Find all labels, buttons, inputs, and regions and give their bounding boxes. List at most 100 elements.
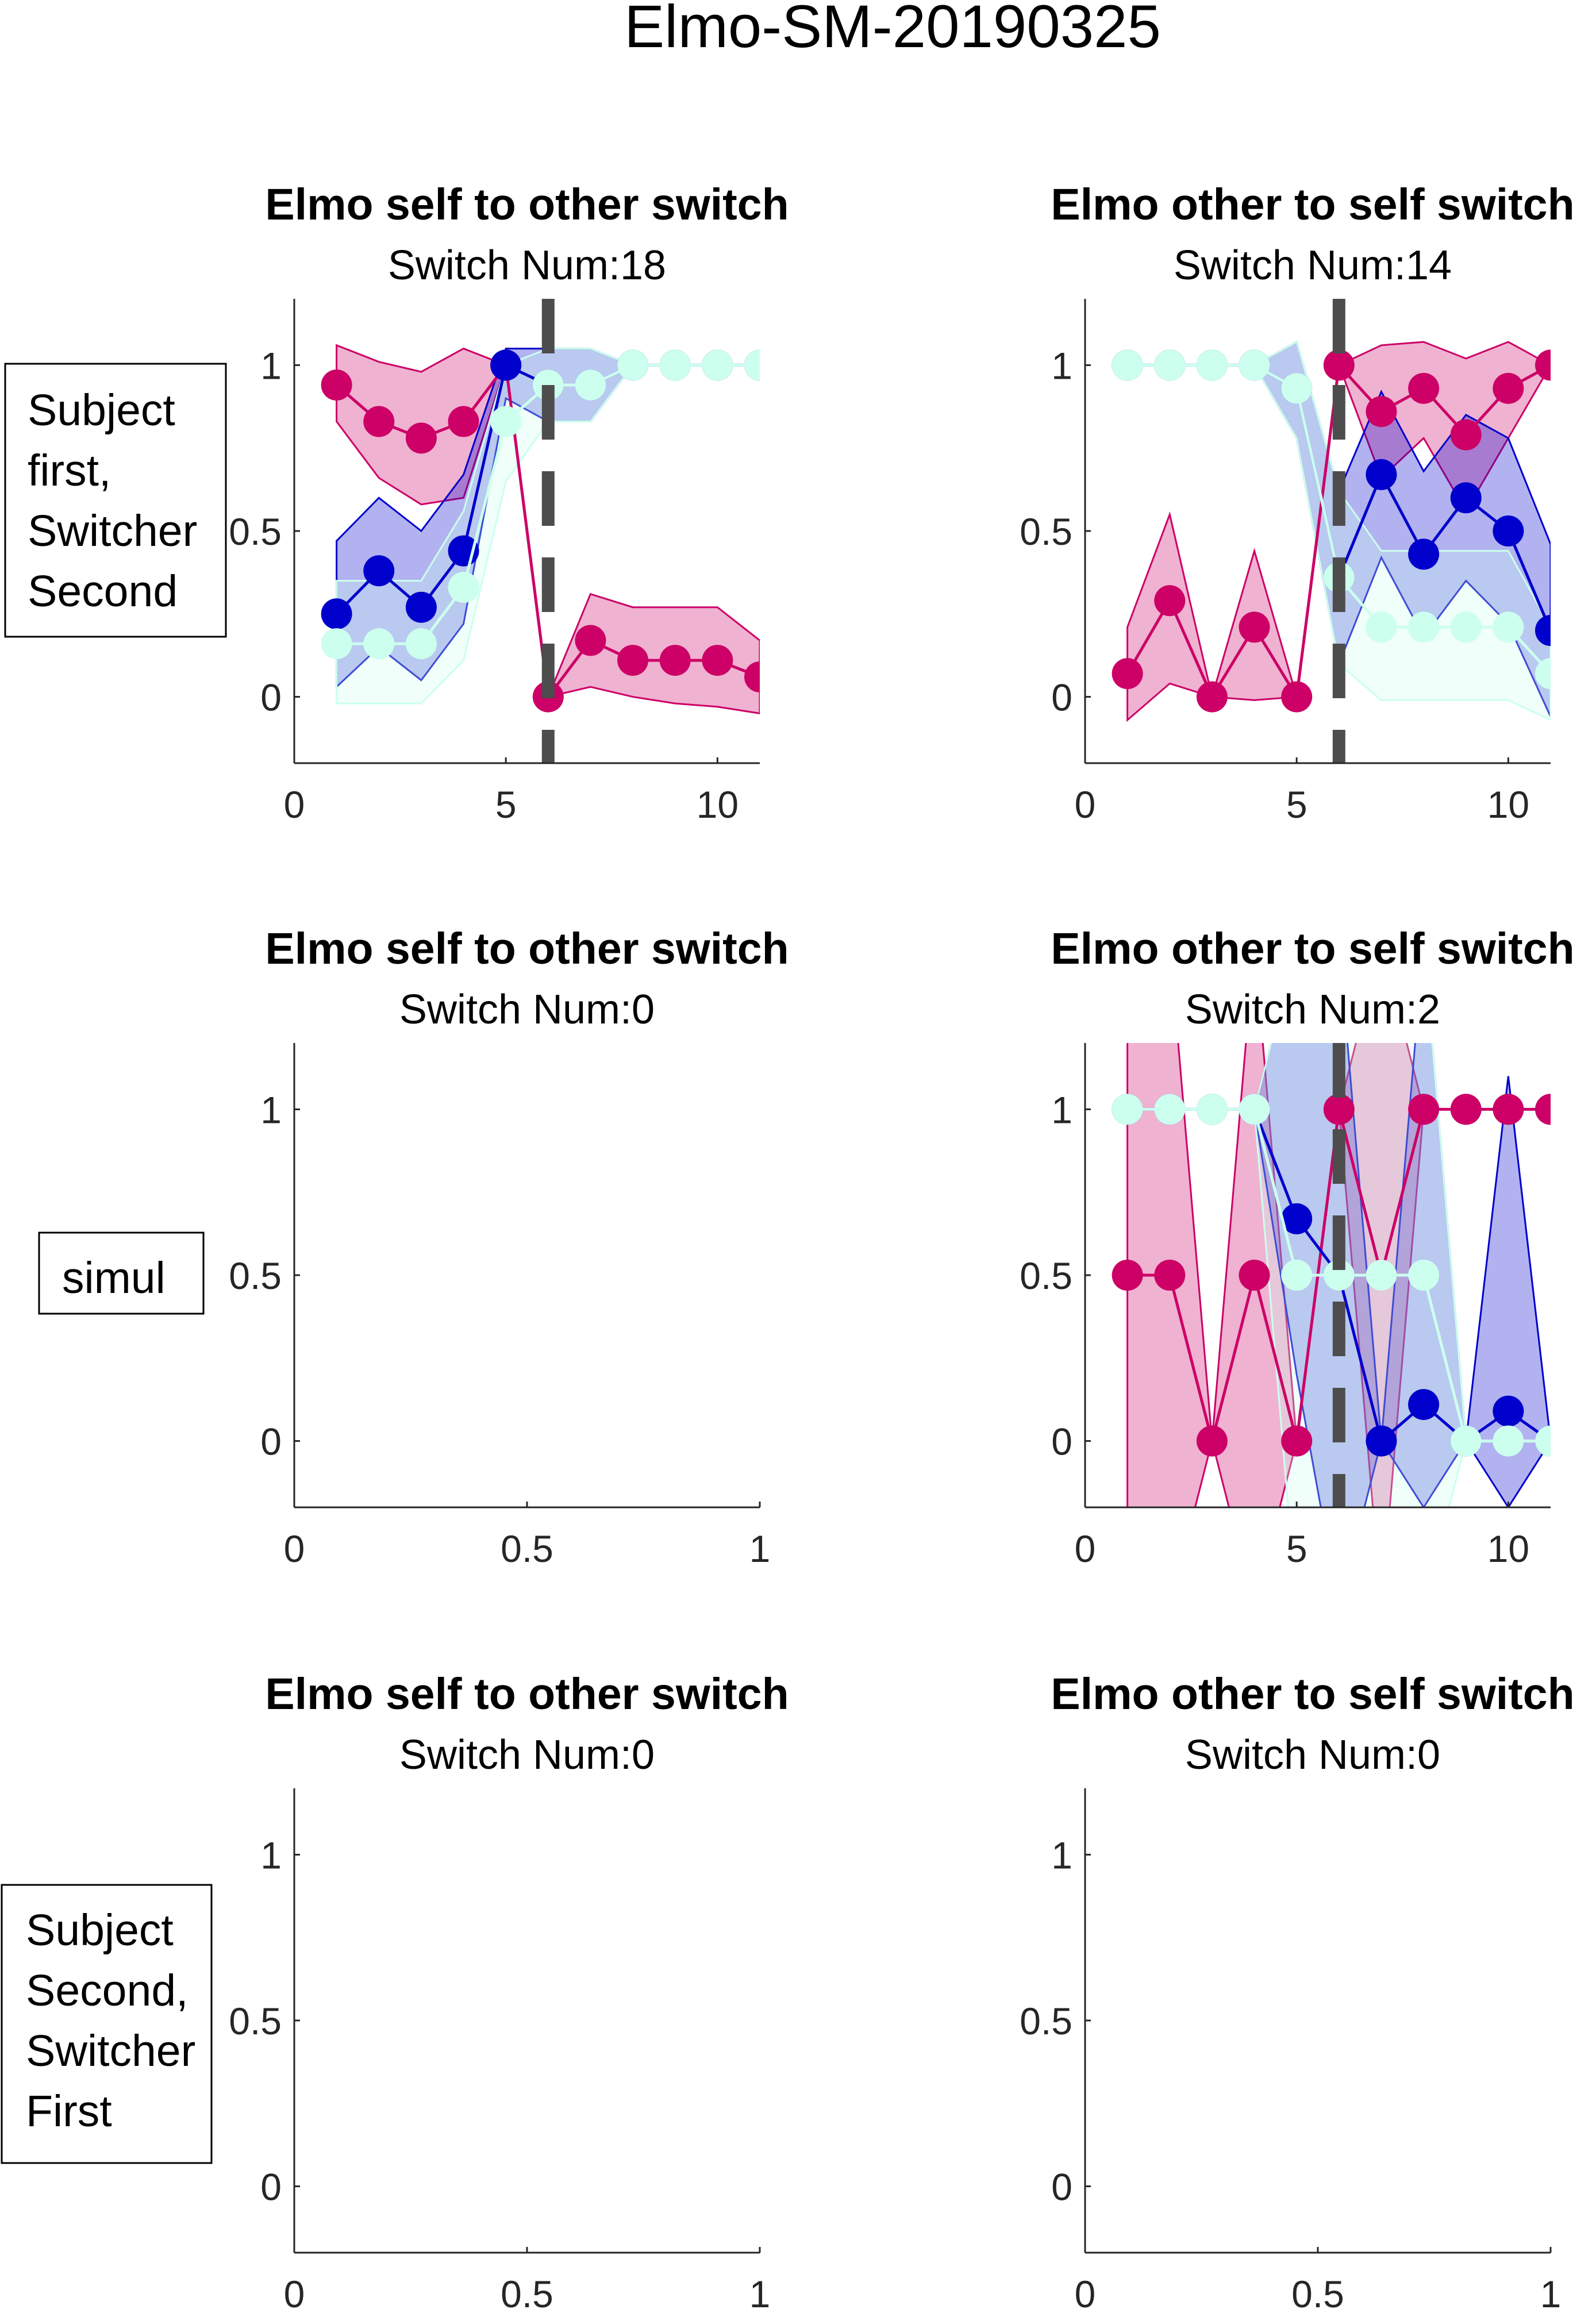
panel-4-x-tick-label-0: 0 [284, 2273, 305, 2313]
panel-2-x-tick-label-2: 1 [749, 1527, 771, 1570]
panel-2-subtitle: Switch Num:0 [399, 987, 655, 1033]
panel-0-subtitle: Switch Num:18 [388, 243, 666, 288]
panel-0-series-0-point-1 [363, 406, 395, 437]
row-label-2: Subject Second, Switcher First [1, 1884, 213, 2164]
panel-0-series-0-point-2 [405, 422, 437, 454]
panel-5: 0 0.5 1 0 0.5 1 Elmo other to self switch Switc… [1020, 1669, 1574, 2313]
panel-0-x-tick-label-2: 10 [697, 783, 739, 826]
panel-0-y-tick-label-1: 0.5 [229, 510, 282, 553]
panel-3-series-0-point-5 [1323, 1094, 1355, 1125]
panel-0-series-2-point-4 [490, 406, 522, 437]
panel-5-subtitle: Switch Num:0 [1185, 1732, 1440, 1778]
panel-4-title: Elmo self to other switch [265, 1669, 789, 1719]
panel-1-title: Elmo other to self switch [1051, 180, 1574, 229]
panel-1-y-tick-label-2: 1 [1051, 344, 1072, 387]
panel-3-series-2-point-1 [1154, 1094, 1186, 1125]
panel-0-title: Elmo self to other switch [265, 180, 789, 229]
panel-1-series-0-point-0 [1112, 658, 1143, 690]
panel-1-series-2-point-7 [1408, 611, 1440, 643]
panel-1-series-0-point-2 [1196, 681, 1228, 713]
panel-3-series-0-point-7 [1408, 1094, 1440, 1125]
panel-2-x-tick-label-1: 0.5 [501, 1527, 553, 1570]
panel-3-series-2-point-0 [1112, 1094, 1143, 1125]
panel-5-x-tick-label-0: 0 [1075, 2273, 1096, 2313]
panel-0-x-tick-label-1: 5 [495, 783, 517, 826]
panel-5-title: Elmo other to self switch [1051, 1669, 1574, 1719]
panel-4-x-tick-label-1: 0.5 [501, 2273, 553, 2313]
panel-5-x-tick-label-1: 0.5 [1291, 2273, 1344, 2313]
panel-5-y-tick-label-2: 1 [1051, 1834, 1072, 1876]
panel-4-y-tick-label-1: 0.5 [229, 2000, 282, 2042]
row-label-1: simul [38, 1231, 205, 1315]
panel-3-series-2-point-7 [1408, 1260, 1440, 1291]
panel-3-series-2-point-9 [1493, 1425, 1524, 1457]
panel-3-series-1-point-9 [1493, 1395, 1524, 1427]
panel-0-series-0-point-8 [659, 645, 691, 676]
panel-0-series-2-point-8 [659, 349, 691, 381]
panel-1-series-2-point-10 [1535, 658, 1551, 690]
panel-3-series-2-point-5 [1323, 1260, 1355, 1291]
panel-1-series-2-point-6 [1366, 611, 1397, 643]
panel-0-series-1-point-0 [321, 598, 352, 630]
panel-1-series-0-point-5 [1323, 349, 1355, 381]
panel-3-series-2-point-8 [1450, 1425, 1482, 1457]
panel-3-x-tick-label-1: 5 [1286, 1527, 1307, 1570]
row-label-0-line-1: first, [28, 446, 111, 495]
panel-3-series-1-point-7 [1408, 1389, 1440, 1421]
panel-2-title: Elmo self to other switch [265, 924, 789, 973]
panel-0-y-tick-label-0: 0 [260, 676, 282, 719]
row-label-2-line-1: Second, [26, 1966, 189, 2015]
panel-1-series-2-point-0 [1112, 349, 1143, 381]
panel-0-series-2-point-0 [321, 628, 352, 660]
panel-4-y-tick-label-2: 1 [260, 1834, 282, 1876]
panel-1-series-0-point-3 [1239, 611, 1270, 643]
panel-5-x-tick-label-2: 1 [1540, 2273, 1562, 2313]
row-label-2-line-0: Subject [26, 1906, 174, 1955]
panel-3-series-1-point-6 [1366, 1425, 1397, 1457]
panel-0-series-2-point-7 [617, 349, 649, 381]
panel-1-series-1-point-6 [1366, 459, 1397, 490]
panel-1-series-0-band [1126, 341, 1551, 722]
panel-0-plot-area [321, 299, 760, 763]
panel-1-series-0-point-1 [1154, 585, 1186, 617]
row-label-0-line-2: Switcher [28, 506, 197, 556]
panel-1-y-tick-label-1: 0.5 [1020, 510, 1072, 553]
panel-1-x-tick-label-2: 10 [1487, 783, 1529, 826]
panel-2-y-tick-label-2: 1 [260, 1088, 282, 1131]
row-label-2-line-2: Switcher [26, 2026, 195, 2076]
panel-1-series-0-point-9 [1493, 372, 1524, 404]
panel-1-subtitle: Switch Num:14 [1174, 243, 1452, 288]
panel-1-series-1-point-8 [1450, 482, 1482, 514]
row-label-1-line-0: simul [62, 1253, 166, 1303]
panel-0-series-2-point-3 [448, 572, 479, 603]
panel-3-series-2-point-4 [1281, 1260, 1313, 1291]
panel-3: 0 5 10 0 0.5 1 Elmo other to self switch Switch… [1020, 924, 1574, 1570]
row-label-0: Subject first, Switcher Second [4, 363, 227, 638]
panel-3-series-0-point-2 [1196, 1425, 1228, 1457]
panel-0-series-1-point-2 [405, 591, 437, 623]
panel-1-y-tick-label-0: 0 [1051, 676, 1072, 719]
panel-0-series-0-point-0 [321, 370, 352, 401]
panel-0-series-0-point-7 [617, 645, 649, 676]
panel-3-series-0-point-0 [1112, 1260, 1143, 1291]
panel-3-series-2-point-2 [1196, 1094, 1228, 1125]
panel-0-series-1-point-4 [490, 349, 522, 381]
panel-3-x-tick-label-2: 10 [1487, 1527, 1529, 1570]
panel-0: 0 5 10 0 0.5 1 Elmo self to other switch Switch… [229, 180, 789, 826]
panel-0-series-2-point-9 [702, 349, 733, 381]
panel-1-series-2-point-2 [1196, 349, 1228, 381]
panel-2-y-tick-label-0: 0 [260, 1421, 282, 1463]
panel-5-y-tick-label-0: 0 [1051, 2166, 1072, 2208]
panel-1-series-2-point-8 [1450, 611, 1482, 643]
panel-1-series-0-point-6 [1366, 396, 1397, 428]
panel-0-series-2-point-10 [744, 349, 760, 381]
panel-0-series-2-point-2 [405, 628, 437, 660]
panel-3-y-tick-label-1: 0.5 [1020, 1254, 1072, 1297]
panel-1-series-0-point-8 [1450, 419, 1482, 451]
panel-1-series-2-point-1 [1154, 349, 1186, 381]
panel-2-x-tick-label-0: 0 [284, 1527, 305, 1570]
panel-1-x-tick-label-0: 0 [1075, 783, 1096, 826]
panel-0-series-0-point-9 [702, 645, 733, 676]
panel-1-series-0-point-7 [1408, 372, 1440, 404]
